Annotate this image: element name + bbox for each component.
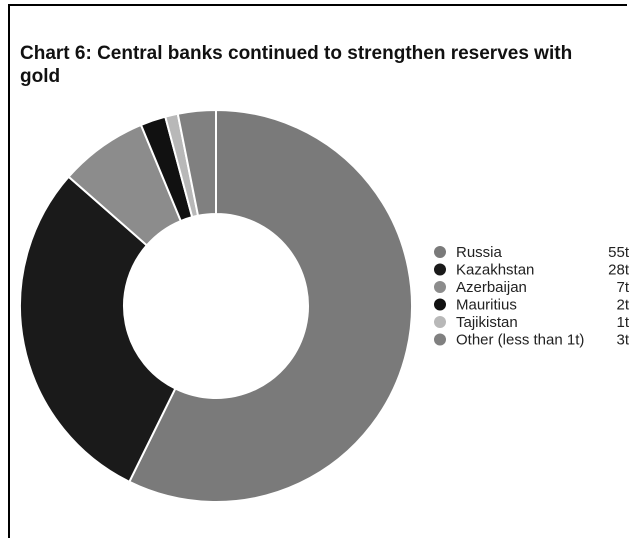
legend-marker-azerbaijan [434,281,446,293]
donut-slices [19,108,413,503]
legend-value-azerbaijan: 7t [616,279,629,296]
chart-title: Chart 6: Central banks continued to stre… [20,43,573,87]
legend-value-mauritius: 2t [616,297,629,314]
legend-marker-other-less-than-1t [434,333,446,346]
slice-kazakhstan [19,175,177,484]
legend-label-kazakhstan: Kazakhstan [456,262,534,279]
legend-label-azerbaijan: Azerbaijan [456,279,527,296]
legend-label-other-less-than-1t: Other (less than 1t) [456,332,584,349]
legend-marker-russia [434,246,446,258]
legend-label-mauritius: Mauritius [456,297,517,314]
legend-marker-kazakhstan [434,263,446,276]
legend-label-tajikistan: Tajikistan [456,314,518,331]
legend-value-tajikistan: 1t [616,314,629,331]
legend-value-other-less-than-1t: 3t [616,332,629,349]
legend-label-russia: Russia [456,244,503,261]
legend-value-russia: 55t [608,244,630,261]
slice-other-less-than-1t [176,108,217,217]
legend: Russia 55t Kazakhstan 28t Azerbaijan 7t Maurit… [434,244,630,349]
legend-marker-mauritius [434,298,446,311]
legend-marker-tajikistan [434,316,446,328]
legend-value-kazakhstan: 28t [608,262,630,279]
slice-russia [127,108,413,503]
